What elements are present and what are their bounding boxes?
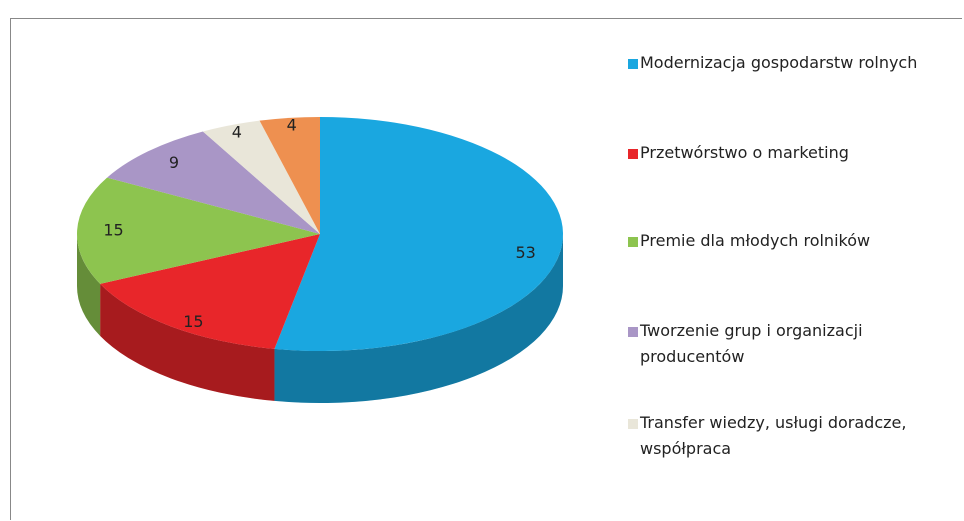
- legend-label: Modernizacja gospodarstw rolnych: [640, 53, 918, 72]
- legend-label: Premie dla młodych rolników: [640, 231, 871, 250]
- legend-label: Transfer wiedzy, usługi doradcze, współp…: [640, 413, 907, 458]
- data-label: 4: [287, 116, 297, 135]
- legend-entry: Transfer wiedzy, usługi doradcze, współp…: [628, 410, 930, 462]
- data-label: 15: [183, 312, 203, 331]
- pie-slice: [274, 117, 563, 351]
- pie-side: [77, 234, 101, 336]
- pie-slice: [77, 177, 320, 284]
- legend-swatch: [628, 59, 638, 69]
- legend-label: Przetwórstwo o marketing: [640, 143, 849, 162]
- legend-swatch: [628, 237, 638, 247]
- pie-side: [274, 234, 563, 403]
- legend-swatch: [628, 419, 638, 429]
- pie-side-shade: [100, 283, 275, 401]
- data-label: 9: [169, 153, 179, 172]
- pie-side-shade: [274, 234, 563, 403]
- legend-entry: Tworzenie grup i organizacji producentów: [628, 318, 930, 370]
- pie-side-shade: [77, 234, 101, 336]
- pie-side: [100, 283, 275, 401]
- legend-entry: Premie dla młodych rolników: [628, 228, 930, 254]
- legend-entry: Modernizacja gospodarstw rolnych: [628, 50, 930, 76]
- data-label: 4: [232, 122, 242, 141]
- legend-label: Tworzenie grup i organizacji producentów: [640, 321, 863, 366]
- legend-swatch: [628, 327, 638, 337]
- pie-slice: [259, 117, 320, 234]
- pie-slice: [107, 131, 320, 234]
- pie-slice: [100, 234, 320, 349]
- chart-frame: [10, 18, 962, 520]
- legend-entry: Przetwórstwo o marketing: [628, 140, 930, 166]
- data-label: 53: [515, 243, 535, 262]
- data-label: 15: [103, 220, 123, 239]
- pie-slice: [202, 120, 320, 234]
- legend-swatch: [628, 149, 638, 159]
